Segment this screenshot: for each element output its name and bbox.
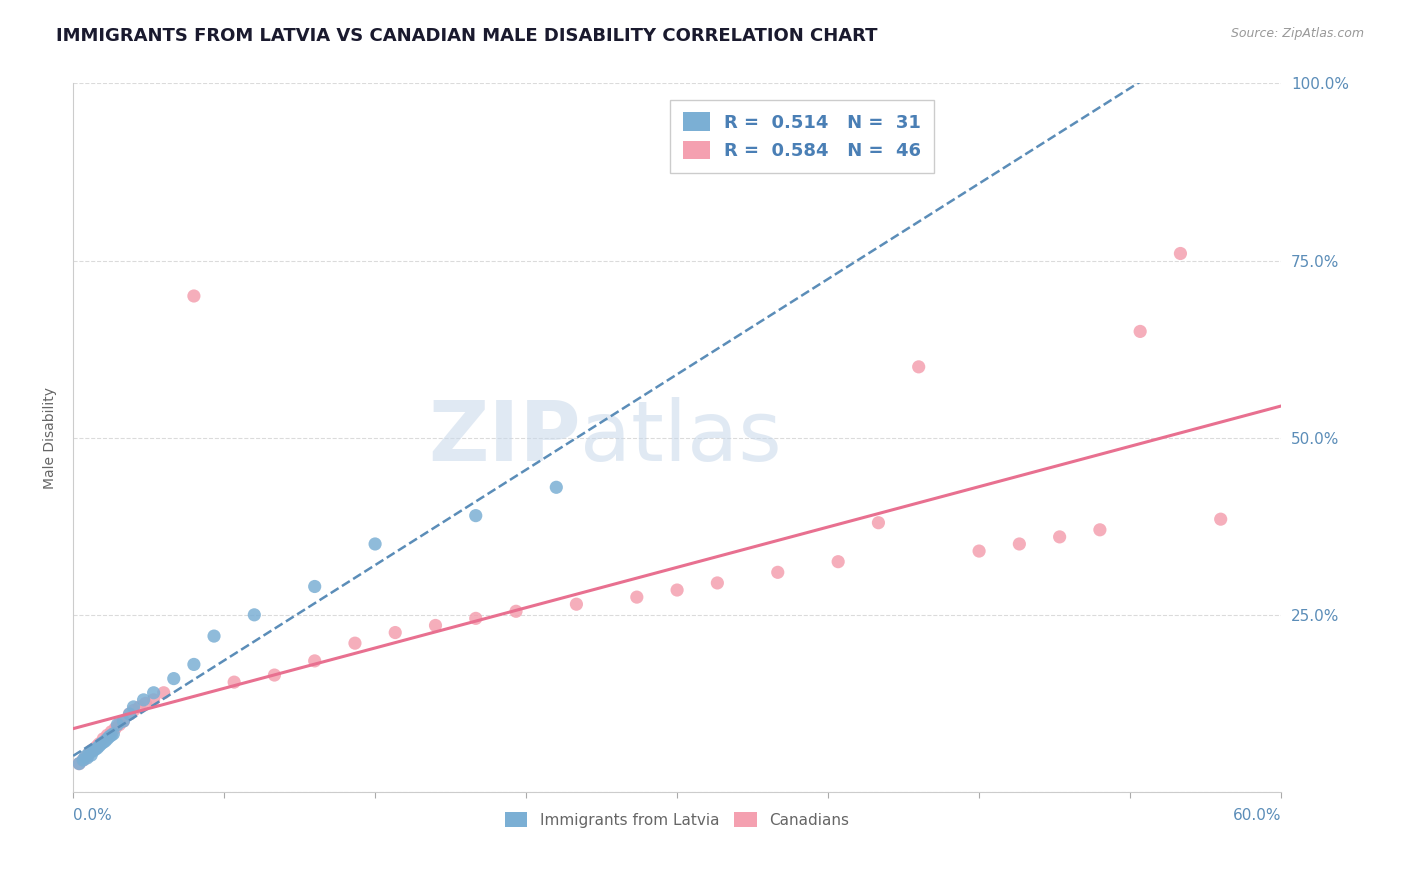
Point <box>112 714 135 728</box>
Point <box>1129 325 1152 339</box>
Point <box>86 739 108 753</box>
Point <box>183 289 205 303</box>
Point <box>135 697 157 711</box>
Point <box>122 700 145 714</box>
Point <box>82 744 104 758</box>
Point <box>128 700 150 714</box>
Point <box>84 742 107 756</box>
Point <box>105 717 128 731</box>
Point <box>82 742 104 756</box>
Point <box>77 746 100 760</box>
Point <box>163 672 186 686</box>
Point <box>104 721 127 735</box>
Y-axis label: Male Disability: Male Disability <box>44 387 58 489</box>
Point <box>706 576 728 591</box>
Point <box>1170 246 1192 260</box>
Point <box>142 693 165 707</box>
Point <box>666 582 689 597</box>
Point <box>827 555 849 569</box>
Point <box>1008 537 1031 551</box>
Point <box>565 597 588 611</box>
Text: ZIP: ZIP <box>427 397 581 478</box>
Point <box>76 749 98 764</box>
Point <box>868 516 890 530</box>
Point <box>1049 530 1071 544</box>
Point <box>112 714 135 728</box>
Point <box>224 675 246 690</box>
Point <box>91 735 114 749</box>
Point <box>967 544 990 558</box>
Point <box>94 734 117 748</box>
Point <box>118 706 141 721</box>
Point <box>1209 512 1232 526</box>
Point <box>546 480 568 494</box>
Point <box>84 741 107 756</box>
Point <box>91 731 114 746</box>
Point <box>90 737 112 751</box>
Point <box>72 753 94 767</box>
Point <box>108 717 131 731</box>
Point <box>103 727 125 741</box>
Point <box>118 706 141 721</box>
Point <box>75 751 97 765</box>
Text: atlas: atlas <box>581 397 782 478</box>
Point <box>425 618 447 632</box>
Point <box>243 607 266 622</box>
Point <box>263 668 285 682</box>
Point <box>464 611 486 625</box>
Point <box>86 741 108 756</box>
Point <box>907 359 929 374</box>
Text: 0.0%: 0.0% <box>73 808 112 823</box>
Point <box>464 508 486 523</box>
Point <box>202 629 225 643</box>
Point <box>505 604 527 618</box>
Point <box>304 579 326 593</box>
Point <box>142 686 165 700</box>
Point <box>304 654 326 668</box>
Point <box>96 728 118 742</box>
Point <box>100 728 122 742</box>
Point <box>1088 523 1111 537</box>
Point <box>364 537 387 551</box>
Point <box>67 756 90 771</box>
Point <box>72 753 94 767</box>
Point <box>122 704 145 718</box>
Point <box>89 737 111 751</box>
Point <box>67 756 90 771</box>
Point <box>77 746 100 760</box>
Point <box>76 751 98 765</box>
Point <box>132 693 155 707</box>
Point <box>183 657 205 672</box>
Point <box>100 724 122 739</box>
Text: 60.0%: 60.0% <box>1233 808 1281 823</box>
Point <box>75 749 97 764</box>
Point <box>80 744 103 758</box>
Legend: Immigrants from Latvia, Canadians: Immigrants from Latvia, Canadians <box>499 805 856 834</box>
Point <box>80 748 103 763</box>
Point <box>98 730 121 744</box>
Text: IMMIGRANTS FROM LATVIA VS CANADIAN MALE DISABILITY CORRELATION CHART: IMMIGRANTS FROM LATVIA VS CANADIAN MALE … <box>56 27 877 45</box>
Point <box>626 590 648 604</box>
Point <box>152 686 174 700</box>
Text: Source: ZipAtlas.com: Source: ZipAtlas.com <box>1230 27 1364 40</box>
Point <box>343 636 366 650</box>
Point <box>96 731 118 746</box>
Point <box>766 566 789 580</box>
Point <box>89 739 111 753</box>
Point <box>384 625 406 640</box>
